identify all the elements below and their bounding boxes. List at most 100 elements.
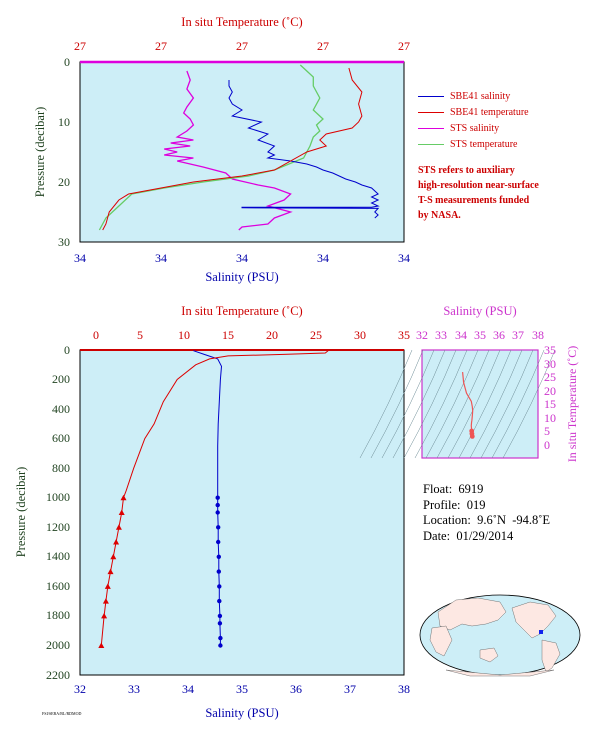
top-temp-tick: 27 [236,39,248,53]
ts-temp-tick: 30 [544,357,556,371]
top-temp-tick: 27 [398,39,410,53]
temperature-point [115,524,122,530]
note-line: STS refers to auxiliary [418,165,515,176]
bottom-salinity-tick: 33 [128,682,140,696]
location: Location: 9.6˚N -94.8˚E [423,513,551,527]
top-salinity-tick: 34 [236,251,248,265]
ts-salinity-tick-labels: 32 33 34 35 36 37 38 [416,328,544,342]
profile-number: Profile: 019 [423,497,486,512]
top-series-sts-temperature [98,64,324,231]
bottom-salinity-tick: 38 [398,682,410,696]
map-land-africa [429,625,453,657]
bottom-pressure-tick-labels: 0 200 400 600 800 1000 1200 1400 1600 18… [46,343,70,682]
salinity-point [218,643,223,648]
legend-item-sbe41-temperature: SBE41 temperature [418,104,529,120]
bottom-salinity-title: Salinity (PSU) [205,706,278,720]
temperature-point [104,583,111,589]
density-contour [414,349,468,459]
bottom-temp-tick: 10 [178,328,190,342]
bottom-plot-area [79,349,405,676]
ts-salinity-tick: 37 [512,328,524,342]
top-salinity-tick: 34 [398,251,410,265]
bottom-salinity-tick: 34 [182,682,194,696]
bottom-pressure-tick: 800 [52,461,70,475]
legend-label: SBE41 temperature [450,106,529,118]
top-temp-tick-labels: 27 27 27 27 27 [74,39,410,53]
top-series-sbe41-temperature [102,67,363,231]
salinity-point [216,554,221,559]
bottom-pressure-label: Pressure (decibar) [14,467,28,558]
top-pressure-tick-labels: 0 10 20 30 [58,55,70,249]
ts-salinity-tick: 36 [493,328,505,342]
bottom-temp-title: In situ Temperature (˚C) [181,304,302,318]
legend-swatch [418,143,444,145]
top-plot-area [79,61,405,243]
salinity-point [216,539,221,545]
top-series [98,64,380,231]
temperature-point [118,509,125,515]
salinity-point [215,510,220,515]
legend: SBE41 salinity SBE41 temperature STS sal… [418,88,529,152]
top-series-sts-salinity [164,70,293,231]
date: Date: 01/29/2014 [423,528,514,543]
density-contour [447,349,501,459]
salinity-point [217,613,223,619]
ts-salinity-tick: 34 [455,328,467,342]
temperature-point [101,612,108,619]
top-salinity-title: Salinity (PSU) [205,270,278,284]
legend-label: STS salinity [450,122,500,134]
salinity-point [217,584,222,589]
density-contour [425,349,479,459]
bottom-panel: In situ Temperature (˚C) 0 5 10 15 20 25… [14,304,410,720]
bottom-salinity-tick: 37 [344,682,356,696]
bottom-pressure-tick: 600 [52,431,70,445]
temperature-point [110,553,117,560]
ts-temp-title: In situ Temperature (˚C) [565,346,579,463]
legend-swatch [418,111,444,113]
bottom-temp-tick: 35 [398,328,410,342]
ts-salinity-tick: 32 [416,328,428,342]
map-land-australia [479,647,499,663]
ts-temp-tick: 5 [544,424,550,438]
bottom-pressure-tick: 400 [52,402,70,416]
temperature-point [120,494,127,501]
bottom-temp-tick: 0 [93,328,99,342]
top-temp-title: In situ Temperature (˚C) [181,15,302,29]
density-contour [458,349,512,459]
note-line: T-S measurements funded [418,195,530,206]
bottom-temp-tick: 30 [354,328,366,342]
legend-item-sbe41-salinity: SBE41 salinity [418,88,529,104]
bottom-pressure-tick: 2000 [46,638,70,652]
temperature-point [102,598,109,604]
density-contour [359,349,413,459]
bottom-series-temperature-line [100,350,329,646]
bottom-pressure-tick: 2200 [46,668,70,682]
legend-swatch [418,95,444,97]
salinity-point [216,525,221,530]
ts-point [469,434,475,439]
ts-panel: Salinity (PSU) 32 33 34 35 36 37 38 35 3… [359,304,579,463]
salinity-point [215,495,220,500]
bottom-temp-tick: 20 [266,328,278,342]
bottom-pressure-tick: 1400 [46,549,70,563]
density-contour [370,349,424,459]
ts-salinity-title: Salinity (PSU) [443,304,516,318]
top-temp-tick: 27 [155,39,167,53]
legend-label: SBE41 salinity [450,90,511,102]
ts-temp-tick: 35 [544,343,556,357]
note-line: high-resolution near-surface [418,180,539,191]
bottom-pressure-tick: 1800 [46,608,70,622]
float-info: Float: 6919 Profile: 019 Location: 9.6˚N… [423,482,550,544]
top-salinity-tick: 34 [74,251,86,265]
legend-swatch [418,127,444,129]
density-contour [436,349,490,459]
bottom-series [98,350,329,648]
bottom-salinity-tick: 35 [236,682,248,696]
top-salinity-tick-labels: 34 34 34 34 34 [74,251,410,265]
bottom-series-salinity-line [193,350,223,646]
ts-density-contours [359,349,556,459]
temperature-point [107,568,114,575]
note-line: by NASA. [418,210,461,221]
map-land-north-america [511,601,557,639]
ts-temp-tick: 0 [544,438,550,452]
